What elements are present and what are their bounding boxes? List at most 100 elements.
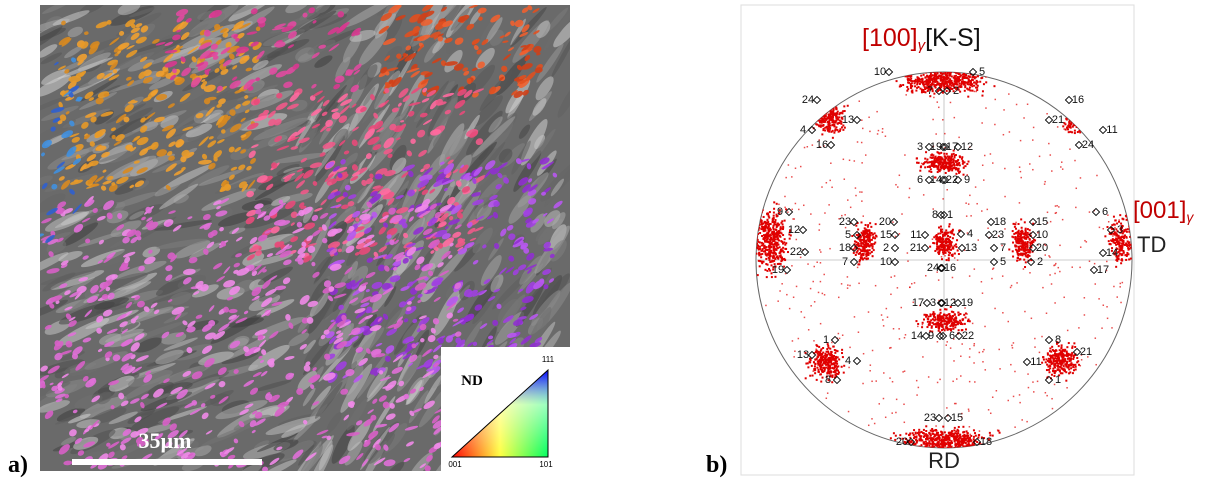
pole-point [961, 156, 964, 159]
grain-patch [392, 251, 405, 260]
grain-patch [453, 63, 464, 71]
grain-patch [103, 279, 113, 288]
grain-patch [91, 395, 101, 403]
grain-patch [85, 112, 97, 118]
pole-point [768, 229, 771, 232]
grain-patch [549, 253, 555, 259]
pole-point [763, 247, 766, 250]
grain-patch [404, 296, 415, 305]
pole-point [1025, 245, 1028, 248]
lath [210, 314, 262, 344]
pole-point [834, 129, 837, 132]
pole-point [953, 252, 956, 255]
grain-patch [522, 184, 532, 193]
pole-point [925, 314, 928, 317]
grain-patch [195, 112, 204, 119]
pole-point [1076, 109, 1079, 112]
pole-point [993, 85, 996, 88]
grain-patch [119, 263, 129, 272]
grain-patch [241, 183, 248, 192]
pole-point [906, 75, 909, 78]
grain-patch [165, 441, 173, 448]
grain-patch [311, 83, 317, 89]
pole-point [1072, 119, 1075, 122]
pole-point [771, 233, 774, 236]
grain-patch [274, 407, 285, 417]
grain-patch [479, 323, 488, 329]
grain-patch [229, 123, 242, 133]
pole-point [1016, 257, 1019, 260]
grain-patch [163, 378, 170, 384]
pole-point [932, 241, 935, 244]
grain-patch [136, 438, 149, 447]
grain-patch [521, 24, 530, 33]
grain-patch [520, 45, 527, 48]
grain-patch [246, 209, 257, 217]
pole-point [1075, 111, 1078, 114]
pole-point [958, 161, 961, 164]
pole-point [860, 221, 863, 224]
lath [309, 13, 348, 29]
pole-point [1119, 214, 1122, 217]
grain-patch [130, 236, 138, 244]
grain-patch [354, 231, 365, 239]
pole-point [762, 230, 765, 233]
grain-patch [213, 200, 222, 206]
pole-point [976, 86, 979, 89]
pole-point [946, 67, 948, 69]
grain-patch [292, 63, 300, 70]
grain-patch [463, 313, 475, 322]
pole-point [1116, 259, 1119, 262]
pole-point [820, 121, 823, 124]
grain-patch [301, 329, 307, 334]
pole-point [943, 329, 946, 332]
pole-point [776, 262, 779, 265]
lath [347, 419, 371, 451]
pole-point [945, 327, 948, 330]
grain-patch [334, 191, 341, 196]
pole-point [782, 251, 785, 254]
pole-point [764, 233, 767, 236]
pole-point [959, 74, 962, 77]
grain-patch [290, 236, 299, 243]
pole-point [1026, 228, 1029, 231]
lath [309, 292, 329, 317]
pole-point [772, 211, 775, 214]
grain-patch [45, 234, 55, 243]
pole-point [935, 165, 938, 168]
grain-patch [364, 128, 375, 140]
grain-patch [516, 64, 523, 71]
pole-point [1088, 131, 1091, 134]
lath [362, 87, 376, 107]
pole-point [1078, 112, 1081, 115]
pole-point [840, 116, 843, 119]
grain-patch [373, 457, 386, 466]
pole-point [874, 234, 877, 237]
grain-patch [409, 13, 422, 23]
pole-point [949, 241, 952, 244]
pole-point [1104, 235, 1107, 238]
pole-point [868, 236, 871, 239]
lath [346, 398, 368, 431]
pole-point [1088, 124, 1091, 127]
grain-patch [402, 164, 415, 172]
pole-point [959, 319, 962, 322]
grain-patch [420, 19, 433, 26]
grain-patch [200, 284, 209, 292]
grain-patch [518, 288, 524, 292]
pole-point [949, 236, 952, 239]
pole-point [866, 253, 869, 256]
pole-point [933, 242, 936, 245]
pole-point [987, 72, 990, 75]
lath [335, 56, 351, 80]
grain-patch [355, 420, 363, 426]
pole-point [1100, 121, 1103, 124]
pole-point [939, 72, 942, 75]
grain-patch [61, 90, 71, 97]
grain-patch [51, 385, 58, 392]
pole-point [947, 165, 950, 168]
pole-point [964, 316, 967, 319]
pole-point [837, 130, 840, 133]
grain-patch [243, 79, 254, 90]
pole-point [919, 169, 922, 172]
